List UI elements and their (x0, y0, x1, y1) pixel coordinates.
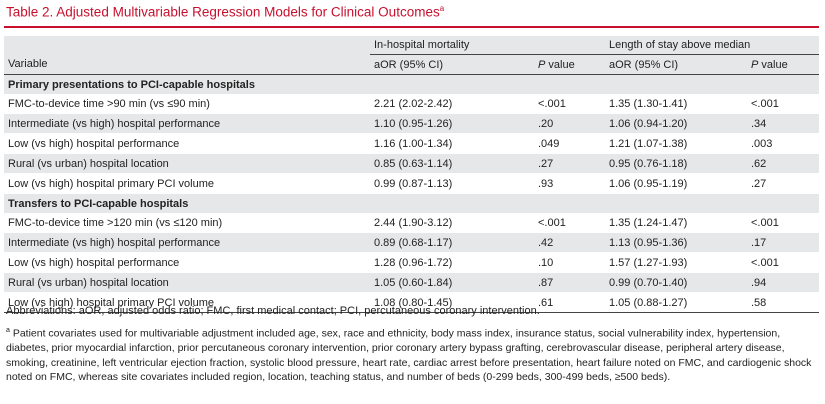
header-p-rest: value (758, 58, 788, 71)
cell-mortality-p: .20 (534, 113, 605, 134)
header-empty-cell (4, 36, 370, 55)
cell-mortality-aor: 1.08 (0.80-1.45) (370, 292, 534, 313)
table-row: Low (vs high) hospital primary PCI volum… (4, 173, 819, 194)
cell-los-aor: 1.21 (1.07-1.38) (605, 133, 747, 154)
section-heading: Primary presentations to PCI-capable hos… (4, 74, 819, 94)
cell-variable: Rural (vs urban) hospital location (4, 272, 370, 293)
section-heading-row: Transfers to PCI-capable hospitals (4, 193, 819, 213)
footnote: a Patient covariates used for multivaria… (6, 324, 816, 385)
cell-mortality-aor: 2.44 (1.90-3.12) (370, 213, 534, 233)
cell-mortality-aor: 0.89 (0.68-1.17) (370, 232, 534, 253)
cell-los-aor: 0.95 (0.76-1.18) (605, 153, 747, 174)
cell-variable: Intermediate (vs high) hospital performa… (4, 113, 370, 134)
cell-los-p: .94 (747, 272, 819, 293)
cell-variable: Low (vs high) hospital performance (4, 252, 370, 273)
header-row-columns: Variable aOR (95% CI) P value aOR (95% C… (4, 54, 819, 75)
cell-los-aor: 1.06 (0.95-1.19) (605, 173, 747, 194)
cell-los-p: .34 (747, 113, 819, 134)
cell-mortality-aor: 1.28 (0.96-1.72) (370, 252, 534, 273)
cell-mortality-p: <.001 (534, 94, 605, 114)
cell-los-aor: 1.57 (1.27-1.93) (605, 252, 747, 273)
cell-mortality-p: .27 (534, 153, 605, 174)
cell-mortality-p: .87 (534, 272, 605, 293)
cell-los-p: .62 (747, 153, 819, 174)
header-row-groups: In-hospital mortality Length of stay abo… (4, 36, 819, 55)
table-row: Low (vs high) hospital performance 1.16 (… (4, 133, 819, 154)
cell-los-p: <.001 (747, 94, 819, 114)
table-row: Intermediate (vs high) hospital performa… (4, 113, 819, 134)
header-variable: Variable (4, 54, 370, 75)
cell-mortality-aor: 0.99 (0.87-1.13) (370, 173, 534, 194)
cell-los-p: .003 (747, 133, 819, 154)
cell-los-p: <.001 (747, 252, 819, 273)
footnote-text: Patient covariates used for multivariabl… (6, 327, 812, 384)
cell-variable: Low (vs high) hospital primary PCI volum… (4, 173, 370, 194)
cell-mortality-p: .42 (534, 232, 605, 253)
cell-mortality-aor: 0.85 (0.63-1.14) (370, 153, 534, 174)
cell-los-aor: 0.99 (0.70-1.40) (605, 272, 747, 293)
cell-variable: Low (vs high) hospital performance (4, 133, 370, 154)
table-row: FMC-to-device time >120 min (vs ≤120 min… (4, 213, 819, 233)
table-title-text: Table 2. Adjusted Multivariable Regressi… (6, 4, 440, 20)
cell-los-p: <.001 (747, 213, 819, 233)
table-title-footnote-marker: a (439, 4, 445, 13)
cell-mortality-aor: 1.05 (0.60-1.84) (370, 272, 534, 293)
cell-los-p: .27 (747, 173, 819, 194)
cell-los-aor: 1.06 (0.94-1.20) (605, 113, 747, 134)
cell-mortality-p: .93 (534, 173, 605, 194)
section-heading: Transfers to PCI-capable hospitals (4, 193, 819, 213)
section-heading-row: Primary presentations to PCI-capable hos… (4, 74, 819, 94)
table-row: FMC-to-device time >90 min (vs ≤90 min) 2… (4, 94, 819, 114)
cell-mortality-p: <.001 (534, 213, 605, 233)
cell-mortality-p: .049 (534, 133, 605, 154)
header-p-italic: P (538, 58, 546, 71)
cell-los-aor: 1.35 (1.24-1.47) (605, 213, 747, 233)
cell-mortality-p: .10 (534, 252, 605, 273)
cell-mortality-aor: 1.10 (0.95-1.26) (370, 113, 534, 134)
table-row: Intermediate (vs high) hospital performa… (4, 232, 819, 253)
header-mortality-aor: aOR (95% CI) (370, 54, 534, 75)
cell-los-p: .58 (747, 292, 819, 313)
header-p-rest: value (545, 58, 575, 71)
regression-table: In-hospital mortality Length of stay abo… (4, 36, 819, 313)
table-row: Rural (vs urban) hospital location 0.85 (… (4, 153, 819, 174)
cell-variable: FMC-to-device time >90 min (vs ≤90 min) (4, 94, 370, 114)
header-los-p: P value (747, 54, 819, 75)
header-los-aor: aOR (95% CI) (605, 54, 747, 75)
table-title: Table 2. Adjusted Multivariable Regressi… (6, 4, 444, 20)
cell-variable: Low (vs high) hospital primary PCI volum… (4, 292, 370, 313)
cell-variable: Rural (vs urban) hospital location (4, 153, 370, 174)
table-row: Low (vs high) hospital performance 1.28 (… (4, 252, 819, 273)
header-p-italic: P (751, 58, 759, 71)
table-row: Low (vs high) hospital primary PCI volum… (4, 292, 819, 313)
abbreviations-note: Abbreviations: aOR, adjusted odds ratio;… (6, 305, 540, 317)
header-group-los-label: Length of stay above median (609, 39, 751, 51)
cell-los-aor: 1.13 (0.95-1.36) (605, 232, 747, 253)
header-group-mortality: In-hospital mortality (370, 36, 605, 55)
header-mortality-p: P value (534, 54, 605, 75)
cell-mortality-p: .61 (534, 292, 605, 313)
cell-los-aor: 1.35 (1.30-1.41) (605, 94, 747, 114)
header-group-los: Length of stay above median (605, 36, 819, 55)
cell-variable: FMC-to-device time >120 min (vs ≤120 min… (4, 213, 370, 233)
cell-mortality-aor: 2.21 (2.02-2.42) (370, 94, 534, 114)
footnote-marker: a (6, 327, 10, 334)
cell-los-p: .17 (747, 232, 819, 253)
table-row: Rural (vs urban) hospital location 1.05 (… (4, 272, 819, 293)
title-rule (4, 26, 819, 28)
cell-variable: Intermediate (vs high) hospital performa… (4, 232, 370, 253)
cell-mortality-aor: 1.16 (1.00-1.34) (370, 133, 534, 154)
header-group-mortality-label: In-hospital mortality (374, 39, 470, 51)
cell-los-aor: 1.05 (0.88-1.27) (605, 292, 747, 313)
